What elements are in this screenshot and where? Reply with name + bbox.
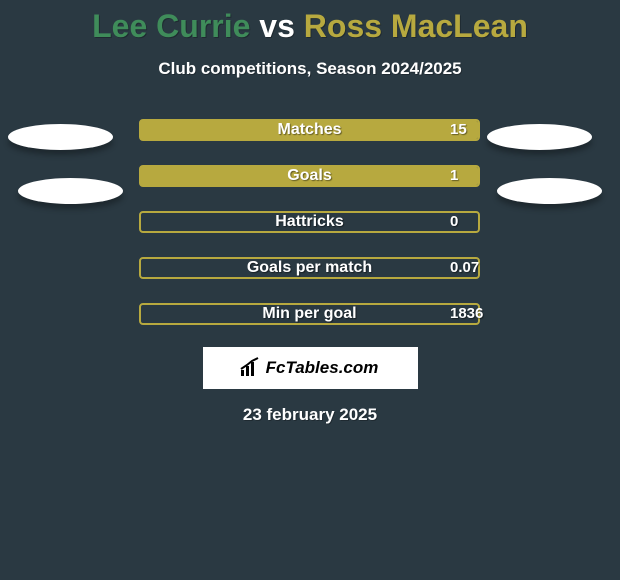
bar-track [139,211,480,233]
stats-container: Matches15Goals1Hattricks0Goals per match… [0,107,620,337]
vs-word: vs [259,8,295,44]
stat-row: Goals1 [0,153,620,199]
bar-track [139,303,480,325]
subtitle: Club competitions, Season 2024/2025 [0,59,620,79]
bar-value-right: 1836 [450,305,483,322]
logo-text: FcTables.com [266,358,383,378]
stat-row: Min per goal1836 [0,291,620,337]
stat-row: Matches15 [0,107,620,153]
player-left-name: Lee Currie [92,8,250,44]
bar-fill-right [141,121,478,139]
player-right-name: Ross MacLean [304,8,528,44]
bar-track [139,119,480,141]
bar-value-right: 15 [450,121,467,138]
logo-chart-icon [238,356,262,380]
comparison-title: Lee Currie vs Ross MacLean [0,0,620,45]
bar-value-right: 0 [450,213,458,230]
logo-box: FcTables.com [203,347,418,389]
bar-track [139,257,480,279]
bar-fill-right [141,167,478,185]
bar-value-right: 1 [450,167,458,184]
date-text: 23 february 2025 [0,405,620,425]
bar-value-right: 0.07 [450,259,479,276]
stat-row: Hattricks0 [0,199,620,245]
stat-row: Goals per match0.07 [0,245,620,291]
bar-track [139,165,480,187]
